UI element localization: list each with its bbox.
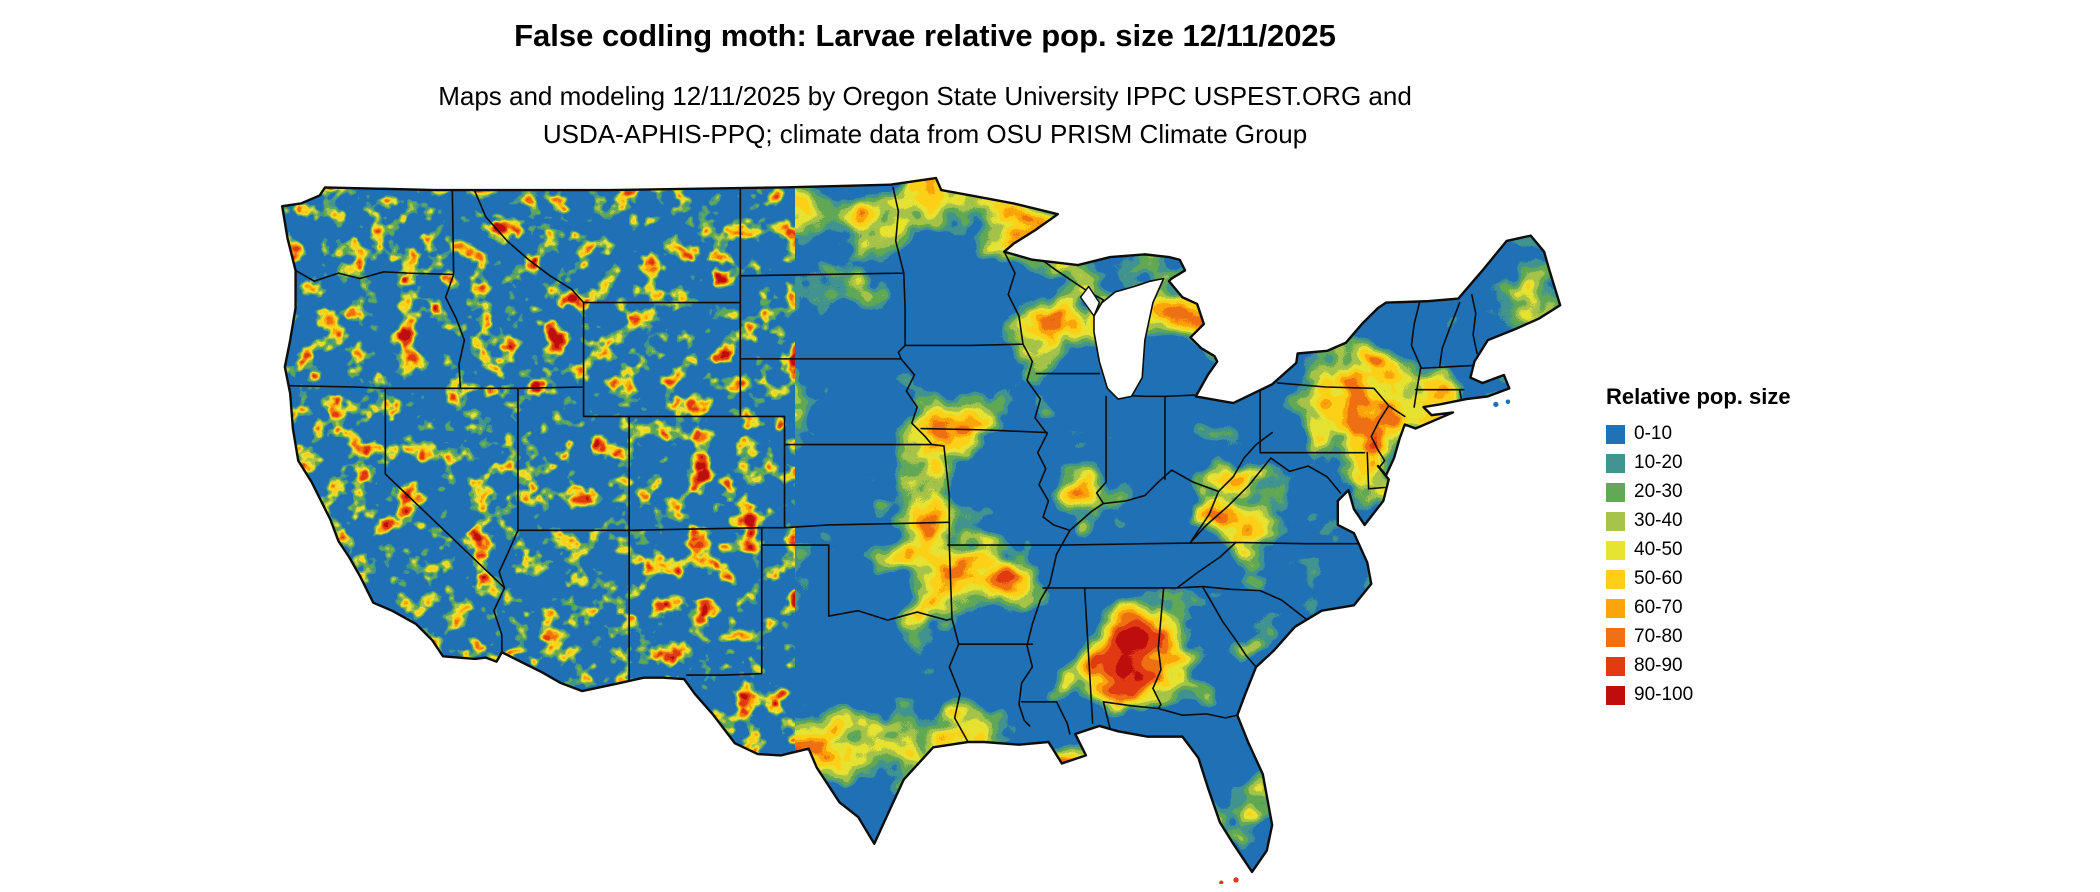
- map-title: False codling moth: Larvae relative pop.…: [514, 18, 1336, 53]
- legend-row: 40-50: [1606, 539, 1791, 561]
- legend-label: 0-10: [1634, 423, 1673, 444]
- us-map: [280, 176, 1562, 884]
- legend-label: 20-30: [1634, 481, 1683, 502]
- legend-row: 50-60: [1606, 568, 1791, 590]
- nantucket-icon: [1505, 399, 1511, 405]
- population-raster: [282, 178, 1561, 872]
- legend-swatch: [1606, 482, 1625, 502]
- legend-swatch: [1606, 511, 1625, 531]
- legend-label: 60-70: [1634, 597, 1683, 618]
- map-header: False codling moth: Larvae relative pop.…: [0, 18, 1850, 153]
- legend-row: 10-20: [1606, 452, 1791, 474]
- legend-swatch: [1606, 424, 1625, 444]
- legend-row: 90-100: [1606, 684, 1791, 706]
- islands: [1219, 399, 1511, 884]
- legend-label: 10-20: [1634, 452, 1683, 473]
- legend-label: 30-40: [1634, 510, 1683, 531]
- florida-keys-icon: [1233, 877, 1239, 883]
- legend-rows: 0-10 10-20 20-30 30-40 40-50 50-60 60-70 70-80 8…: [1606, 423, 1791, 706]
- legend-swatch: [1606, 627, 1625, 647]
- map-subtitle: Maps and modeling 12/11/2025 by Oregon S…: [0, 78, 1850, 153]
- legend-row: 60-70: [1606, 597, 1791, 619]
- legend-row: 0-10: [1606, 423, 1791, 445]
- legend-swatch: [1606, 540, 1625, 560]
- state-borders: [288, 186, 1478, 743]
- legend-title: Relative pop. size: [1606, 384, 1791, 409]
- map-subtitle-line1: Maps and modeling 12/11/2025 by Oregon S…: [438, 81, 1412, 111]
- legend-swatch: [1606, 598, 1625, 618]
- green-bay: [1079, 285, 1101, 317]
- legend-label: 70-80: [1634, 626, 1683, 647]
- marthas-vineyard-icon: [1493, 401, 1499, 408]
- legend-label: 90-100: [1634, 684, 1694, 705]
- florida-keys-icon: [1219, 880, 1224, 884]
- legend-row: 20-30: [1606, 481, 1791, 503]
- legend: Relative pop. size 0-10 10-20 20-30 30-40 40…: [1606, 384, 1791, 713]
- legend-swatch: [1606, 685, 1625, 705]
- map-subtitle-line2: USDA-APHIS-PPQ; climate data from OSU PR…: [542, 118, 1308, 149]
- legend-label: 80-90: [1634, 655, 1683, 676]
- legend-label: 50-60: [1634, 568, 1683, 589]
- legend-row: 80-90: [1606, 655, 1791, 677]
- legend-swatch: [1606, 656, 1625, 676]
- legend-swatch: [1606, 569, 1625, 589]
- legend-swatch: [1606, 453, 1625, 473]
- legend-row: 70-80: [1606, 626, 1791, 648]
- lake-michigan: [1093, 277, 1165, 400]
- legend-label: 40-50: [1634, 539, 1683, 560]
- legend-row: 30-40: [1606, 510, 1791, 532]
